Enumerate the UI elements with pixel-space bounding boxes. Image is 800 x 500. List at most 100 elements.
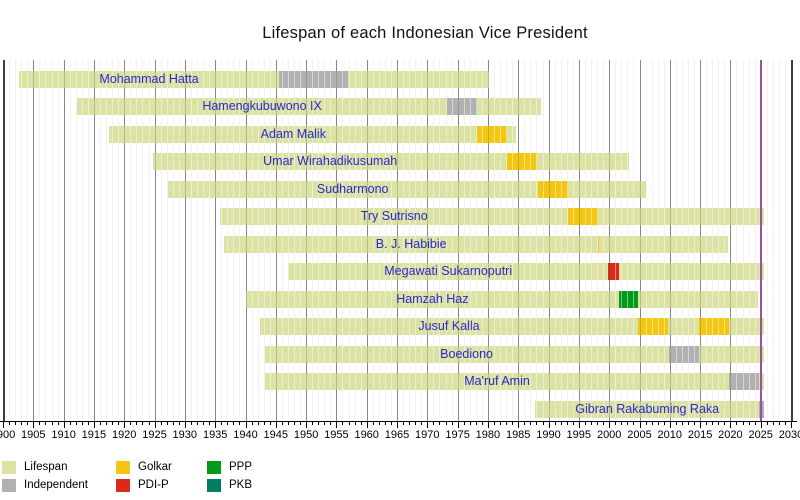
- axis-tick-major: [63, 422, 65, 428]
- gridline-minor: [136, 60, 138, 421]
- legend-label: Lifespan: [24, 461, 68, 473]
- vp-name-label[interactable]: Hamengkubuwono IX: [202, 99, 322, 113]
- axis-tick-minor: [378, 422, 380, 425]
- axis-tick-minor: [100, 422, 101, 425]
- axis-tick-label: 1975: [445, 429, 470, 441]
- lifespan-bar: [264, 345, 765, 363]
- axis-tick-minor: [621, 422, 623, 425]
- term-segment-golkar: [598, 235, 600, 253]
- axis-tick-label: 1930: [172, 429, 198, 441]
- legend-swatch-independent: [2, 479, 16, 492]
- axis-tick-major: [669, 422, 671, 428]
- axis-tick-minor: [748, 422, 750, 425]
- axis-tick-minor: [197, 422, 198, 425]
- vp-name-label[interactable]: Adam Malik: [260, 126, 326, 141]
- legend-label: Independent: [24, 479, 88, 491]
- vp-name-label[interactable]: Jusuf Kalla: [418, 319, 480, 333]
- axis-tick-minor: [500, 422, 501, 425]
- lifespan-bar: [77, 98, 541, 115]
- axis-tick-major: [518, 422, 520, 428]
- gridline-major: [93, 60, 95, 421]
- vp-name-label[interactable]: Umar Wirahadikusumah: [263, 154, 398, 168]
- term-segment-golkar: [477, 125, 508, 143]
- legend-swatch-pdip: [116, 479, 130, 492]
- axis-tick-minor: [681, 422, 683, 425]
- axis-tick-major: [548, 422, 550, 428]
- axis-tick-minor: [724, 422, 726, 425]
- axis-tick-minor: [324, 422, 326, 425]
- axis-tick-minor: [221, 422, 223, 425]
- axis-tick-major: [33, 422, 35, 428]
- gridline-edge: [791, 60, 793, 421]
- axis-tick-label: 1960: [354, 429, 379, 441]
- axis-tick-minor: [69, 422, 71, 425]
- axis-tick-minor: [536, 422, 538, 425]
- axis-tick-minor: [469, 422, 471, 425]
- axis-tick-minor: [475, 422, 477, 425]
- gridline-minor: [221, 60, 223, 421]
- legend-label: PKB: [229, 479, 253, 491]
- axis-tick-label: 1940: [233, 429, 258, 441]
- lifespan-bar: [264, 373, 764, 390]
- axis-tick-major: [275, 422, 277, 428]
- axis-tick-minor: [524, 422, 526, 425]
- axis-tick-minor: [227, 422, 229, 425]
- term-segment-golkar: [698, 318, 730, 335]
- axis-tick-minor: [615, 422, 617, 425]
- vp-name-label[interactable]: Try Sutrisno: [360, 209, 428, 223]
- gridline-minor: [178, 60, 180, 421]
- axis-tick-major: [3, 422, 4, 428]
- axis-tick-major: [306, 422, 308, 428]
- vp-name-label[interactable]: Hamzah Haz: [396, 291, 469, 306]
- gridline-minor: [81, 60, 83, 421]
- vp-name-label[interactable]: Sudharmono: [316, 181, 389, 196]
- axis-tick-minor: [21, 422, 23, 425]
- legend-label: PPP: [229, 461, 253, 473]
- axis-tick-minor: [118, 422, 120, 425]
- axis-tick-minor: [287, 422, 289, 425]
- gridline-minor: [766, 60, 768, 421]
- term-segment-independent: [668, 345, 699, 363]
- axis-tick-minor: [372, 422, 374, 425]
- gridline-minor: [190, 60, 192, 421]
- vp-name-label[interactable]: Mohammad Hatta: [99, 71, 199, 86]
- axis-tick-minor: [603, 422, 605, 425]
- vp-name-label[interactable]: B. J. Habibie: [375, 236, 447, 251]
- axis-tick-minor: [572, 422, 574, 425]
- vp-name-label[interactable]: Ma'ruf Amin: [464, 374, 530, 388]
- chart-title: Lifespan of each Indonesian Vice Preside…: [262, 24, 588, 42]
- gridline-minor: [130, 60, 132, 421]
- gridline-minor: [15, 60, 17, 421]
- vp-name-label[interactable]: Megawati Sukarnoputri: [384, 264, 513, 278]
- gridline-minor: [736, 60, 738, 421]
- axis-tick-label: 2020: [718, 429, 743, 441]
- axis-tick-minor: [627, 422, 629, 425]
- x-axis-line: [0, 421, 797, 422]
- axis-tick-minor: [57, 422, 59, 425]
- gridline-minor: [778, 60, 780, 421]
- term-segment-golkar: [537, 180, 568, 198]
- term-segment-pdip: [608, 263, 619, 280]
- axis-tick-major: [336, 422, 338, 428]
- vp-name-label[interactable]: Gibran Rakabuming Raka: [575, 401, 720, 416]
- axis-tick-major: [93, 422, 95, 428]
- axis-tick-minor: [784, 422, 786, 425]
- gridline-major: [730, 60, 732, 421]
- axis-tick-label: 1905: [21, 429, 46, 441]
- gridline-minor: [87, 60, 89, 421]
- axis-tick-minor: [584, 422, 586, 425]
- axis-tick-minor: [742, 422, 744, 425]
- axis-tick-major: [245, 422, 247, 428]
- axis-tick-minor: [9, 422, 11, 425]
- vp-name-label[interactable]: Boediono: [440, 346, 494, 361]
- axis-tick-minor: [754, 422, 756, 425]
- axis-tick-minor: [445, 422, 447, 425]
- axis-tick-minor: [178, 422, 180, 425]
- axis-tick-major: [639, 422, 641, 428]
- axis-tick-label: 1945: [263, 429, 289, 441]
- axis-tick-minor: [433, 422, 435, 425]
- term-segment-ppp: [618, 290, 639, 308]
- axis-tick-major: [215, 422, 217, 428]
- axis-tick-label: 1920: [111, 429, 137, 441]
